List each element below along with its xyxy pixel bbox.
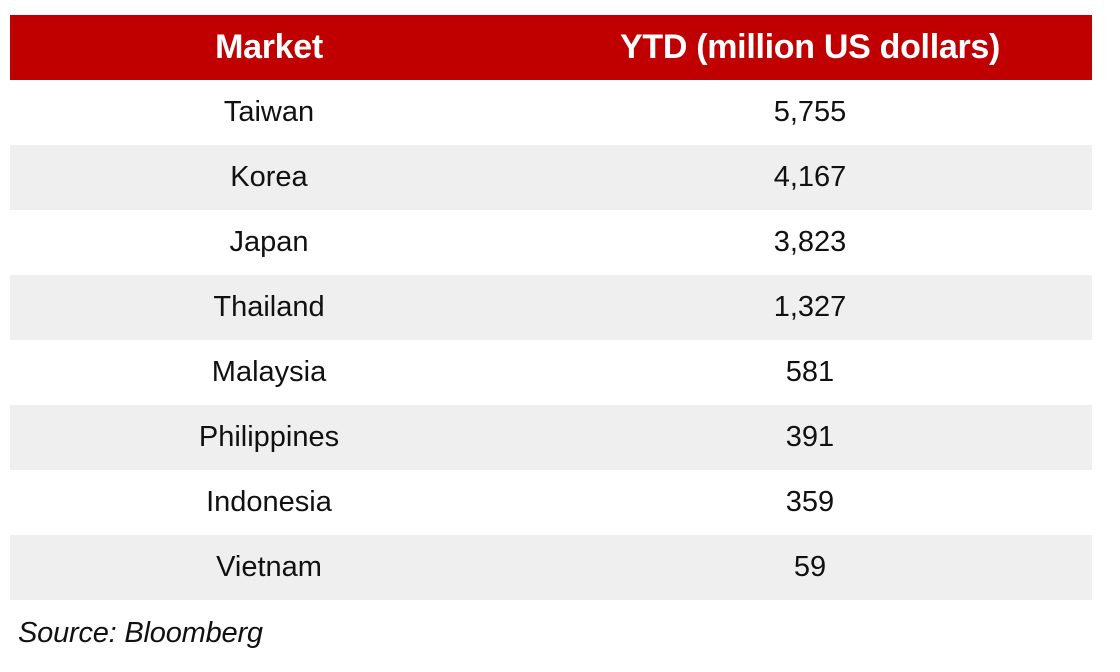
table-row: Thailand 1,327 [10, 275, 1092, 340]
ytd-cell: 5,755 [528, 80, 1092, 145]
market-cell: Indonesia [10, 470, 528, 535]
table-header-row: Market YTD (million US dollars) [10, 15, 1092, 80]
ytd-cell: 581 [528, 340, 1092, 405]
ytd-cell: 1,327 [528, 275, 1092, 340]
market-cell: Korea [10, 145, 528, 210]
table-row: Taiwan 5,755 [10, 80, 1092, 145]
ytd-cell: 3,823 [528, 210, 1092, 275]
market-cell: Thailand [10, 275, 528, 340]
table-row: Indonesia 359 [10, 470, 1092, 535]
ytd-cell: 59 [528, 535, 1092, 600]
market-cell: Malaysia [10, 340, 528, 405]
market-cell: Vietnam [10, 535, 528, 600]
market-cell: Philippines [10, 405, 528, 470]
table-row: Korea 4,167 [10, 145, 1092, 210]
ytd-cell: 391 [528, 405, 1092, 470]
ytd-cell: 4,167 [528, 145, 1092, 210]
table-row: Japan 3,823 [10, 210, 1092, 275]
column-header-market: Market [10, 15, 528, 80]
source-note: Source: Bloomberg [18, 617, 263, 649]
market-cell: Japan [10, 210, 528, 275]
ytd-cell: 359 [528, 470, 1092, 535]
table-row: Vietnam 59 [10, 535, 1092, 600]
column-header-ytd: YTD (million US dollars) [528, 15, 1092, 80]
market-cell: Taiwan [10, 80, 528, 145]
market-ytd-table: Market YTD (million US dollars) Taiwan 5… [10, 15, 1092, 600]
table-row: Philippines 391 [10, 405, 1092, 470]
table-row: Malaysia 581 [10, 340, 1092, 405]
